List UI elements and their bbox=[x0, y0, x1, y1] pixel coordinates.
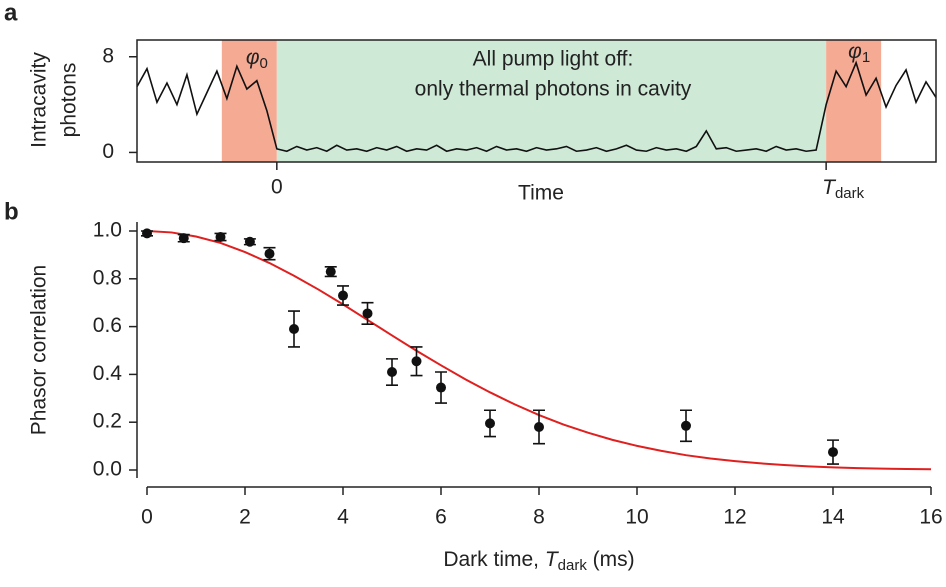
x-tick-label: 10 bbox=[625, 506, 648, 529]
annotation: All pump light off: bbox=[473, 48, 634, 71]
y-axis-label: Intracavity bbox=[28, 52, 51, 148]
y-tick-label: 0.4 bbox=[93, 362, 123, 385]
data-point bbox=[411, 356, 422, 367]
x-tick-label: 2 bbox=[239, 506, 251, 529]
y-axis-label: photons bbox=[58, 63, 81, 138]
data-point bbox=[264, 248, 275, 259]
panel-label: a bbox=[4, 0, 18, 26]
data-point bbox=[534, 421, 544, 432]
annotation: only thermal photons in cavity bbox=[415, 78, 692, 101]
y-tick-label: 0.2 bbox=[93, 410, 122, 433]
label-subscript: dark bbox=[558, 557, 588, 574]
data-point bbox=[387, 367, 397, 378]
y-tick-label: 0.6 bbox=[93, 314, 122, 337]
label-subscript: dark bbox=[835, 185, 865, 202]
data-point bbox=[244, 236, 255, 247]
x-tick-label: 0 bbox=[271, 176, 283, 199]
panel-label: b bbox=[4, 198, 19, 225]
label-subscript: 0 bbox=[260, 55, 268, 72]
x-axis-label: Dark time, Tdark (ms) bbox=[443, 548, 634, 574]
data-point bbox=[681, 420, 691, 431]
data-point bbox=[828, 447, 838, 458]
x-tick-label: 12 bbox=[723, 506, 746, 529]
data-point bbox=[325, 266, 336, 277]
label-part: (ms) bbox=[587, 548, 635, 571]
data-point bbox=[436, 382, 446, 393]
plot-frame bbox=[136, 39, 937, 163]
y-tick-label: 0.8 bbox=[93, 266, 122, 289]
y-axis-label: Phasor correlation bbox=[28, 265, 51, 435]
y-tick-label: 8 bbox=[102, 44, 114, 67]
x-tick-label: 14 bbox=[821, 506, 845, 529]
panel-b: b 0.0 0.2 0.4 0.6 0.8 1.0 0 2 4 6 8 10 12 14 16 Dark tim… bbox=[4, 198, 943, 574]
trace bbox=[136, 60, 937, 153]
data-point bbox=[362, 308, 373, 319]
label-subscript: 1 bbox=[862, 49, 870, 66]
data-point bbox=[485, 418, 495, 429]
data-point bbox=[178, 233, 189, 244]
label-symbol: T bbox=[822, 176, 837, 199]
label-symbol: T bbox=[545, 548, 560, 571]
x-tick-label: 4 bbox=[337, 506, 349, 529]
y-tick-label: 0.0 bbox=[93, 458, 122, 481]
phase-label: φ0 bbox=[246, 46, 268, 72]
x-tick-label: 8 bbox=[533, 506, 545, 529]
data-point bbox=[289, 323, 299, 334]
y-tick-label: 1.0 bbox=[93, 219, 122, 242]
x-tick-label: 16 bbox=[919, 506, 942, 529]
y-tick-label: 0 bbox=[102, 140, 114, 163]
phase-label: φ1 bbox=[848, 40, 870, 66]
label-part: Dark time, bbox=[443, 548, 545, 571]
x-tick-label: 0 bbox=[141, 506, 153, 529]
phase-region bbox=[221, 40, 277, 162]
x-axis-label: Time bbox=[518, 182, 564, 205]
data-point bbox=[215, 231, 226, 242]
x-tick-label: 6 bbox=[435, 506, 447, 529]
data-point bbox=[142, 228, 152, 239]
label-symbol: φ bbox=[246, 46, 260, 69]
label-symbol: φ bbox=[848, 40, 862, 63]
x-tick-label: Tdark bbox=[822, 176, 865, 202]
dark-region bbox=[276, 40, 827, 162]
phase-region bbox=[826, 40, 882, 162]
panel-a: a 0 8 0 Tdark Time Intracavity photons All pump … bbox=[4, 0, 937, 205]
data-point bbox=[338, 290, 348, 301]
